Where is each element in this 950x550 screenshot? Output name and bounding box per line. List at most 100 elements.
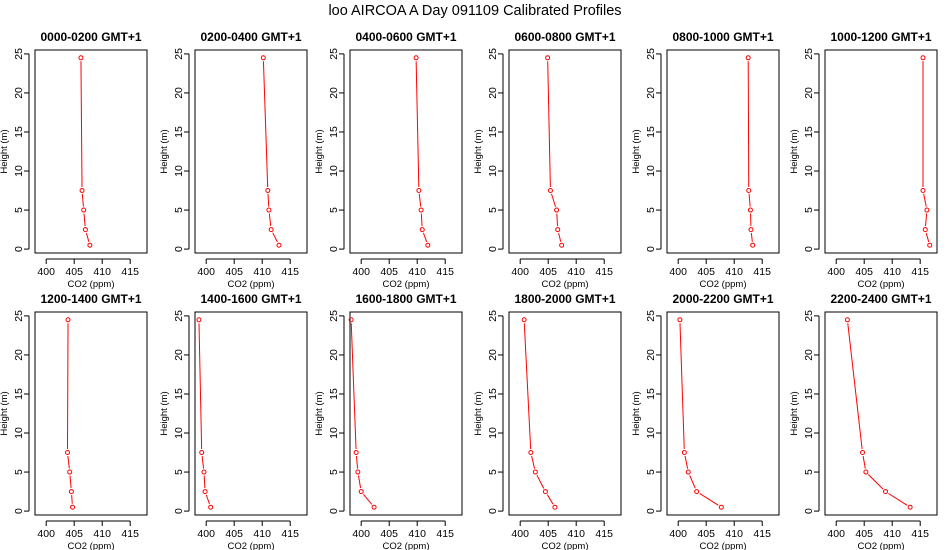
profile-line-segment: [69, 475, 72, 489]
y-tick-label: 20: [803, 87, 815, 99]
x-tick-label: 410: [567, 266, 585, 278]
x-tick-label: 415: [121, 528, 139, 540]
profile-point: [67, 469, 73, 475]
plot-frame: [34, 311, 148, 516]
x-tick-label: 400: [352, 528, 370, 540]
panel-title: 0600-0800 GMT+1: [514, 30, 615, 44]
x-axis-title: CO2 (ppm): [383, 541, 430, 550]
profile-line-segment: [847, 323, 863, 450]
profile-line-segment: [748, 193, 751, 207]
profile-point: [528, 450, 534, 456]
y-tick-label: 5: [487, 207, 499, 213]
x-tick-label: 405: [380, 266, 398, 278]
profile-panel: 1000-1200 GMT+1 400 405 410 415 CO2 (ppm) 0 5 10…: [789, 30, 938, 290]
profile-line-segment: [747, 61, 750, 188]
y-tick-label: 20: [173, 87, 185, 99]
y-tick-label: 5: [173, 207, 185, 213]
profile-line-segment: [556, 213, 559, 227]
y-tick-label: 10: [487, 427, 499, 439]
panel-title: 1000-1200 GMT+1: [830, 30, 931, 44]
profile-line-segment: [862, 455, 866, 469]
profile-point: [882, 489, 888, 495]
profile-line-segment: [925, 232, 930, 242]
profile-point: [748, 227, 754, 233]
x-axis-title: CO2 (ppm): [68, 541, 115, 550]
profile-line-segment: [262, 61, 269, 188]
profile-panel: 0200-0400 GMT+1 400 405 410 415 CO2 (ppm) 0 5 10…: [159, 30, 308, 290]
y-tick-label: 5: [328, 469, 340, 475]
y-axis-title: Height (m): [314, 129, 325, 173]
y-tick-label: 15: [13, 388, 25, 400]
y-tick-label: 5: [803, 469, 815, 475]
y-tick-label: 5: [645, 469, 657, 475]
profile-line-segment: [750, 233, 753, 242]
profile-point: [425, 242, 431, 248]
x-tick-label: 415: [753, 528, 771, 540]
x-tick-label: 410: [567, 528, 585, 540]
profile-line-segment: [679, 323, 685, 450]
y-tick-label: 0: [13, 246, 25, 252]
profile-line-segment: [350, 323, 357, 450]
profile-point: [746, 188, 752, 194]
y-tick-label: 25: [328, 310, 340, 322]
profile-panel: 1200-1400 GMT+1 400 405 410 415 CO2 (ppm) 0 5 10…: [0, 292, 148, 550]
y-tick-label: 15: [645, 388, 657, 400]
y-tick-label: 20: [645, 349, 657, 361]
panel-title: 2200-2400 GMT+1: [830, 292, 931, 306]
y-tick-label: 5: [487, 469, 499, 475]
profile-line-segment: [420, 213, 423, 227]
profile-point: [265, 188, 271, 194]
profile-point: [266, 207, 272, 213]
x-tick-label: 400: [197, 266, 215, 278]
x-tick-label: 415: [911, 266, 929, 278]
x-tick-label: 405: [225, 266, 243, 278]
profile-point: [922, 227, 928, 233]
profile-line-segment: [868, 474, 884, 490]
x-axis-title: CO2 (ppm): [228, 279, 275, 290]
x-axis-title: CO2 (ppm): [228, 541, 275, 550]
y-tick-label: 15: [645, 126, 657, 138]
plot-frame: [666, 49, 780, 254]
x-tick-label: 405: [855, 528, 873, 540]
x-axis-title: CO2 (ppm): [700, 541, 747, 550]
profile-line-segment: [888, 493, 908, 506]
profile-point: [677, 317, 683, 323]
profile-point: [924, 207, 930, 213]
profile-point: [418, 207, 424, 213]
y-tick-label: 25: [645, 310, 657, 322]
profile-line-segment: [684, 455, 689, 469]
y-axis-title: Height (m): [314, 391, 325, 435]
x-tick-label: 410: [253, 528, 271, 540]
profile-line-segment: [357, 475, 362, 489]
profile-point: [559, 242, 565, 248]
y-tick-label: 25: [803, 310, 815, 322]
x-tick-label: 405: [65, 266, 83, 278]
profile-point: [78, 55, 84, 61]
profile-point: [199, 450, 205, 456]
plot-frame: [666, 311, 780, 516]
x-tick-label: 410: [725, 528, 743, 540]
profile-point: [860, 450, 866, 456]
y-tick-label: 20: [487, 87, 499, 99]
panel-title: 1200-1400 GMT+1: [40, 292, 141, 306]
y-tick-label: 0: [803, 508, 815, 514]
profile-point: [685, 469, 691, 475]
plot-frame: [194, 311, 308, 516]
y-axis-title: Height (m): [789, 129, 800, 173]
x-tick-label: 415: [753, 266, 771, 278]
profile-panel: 0000-0200 GMT+1 400 405 410 415 CO2 (ppm) 0 5 10…: [0, 30, 148, 290]
profile-point: [521, 317, 527, 323]
y-tick-label: 10: [803, 427, 815, 439]
profile-line-segment: [205, 494, 210, 505]
x-tick-label: 410: [93, 266, 111, 278]
x-tick-label: 410: [408, 528, 426, 540]
y-axis-title: Height (m): [631, 129, 642, 173]
profile-point: [920, 55, 926, 61]
profile-panel: 2000-2200 GMT+1 400 405 410 415 CO2 (ppm) 0 5 10…: [631, 292, 780, 550]
profile-line-segment: [80, 61, 83, 188]
y-tick-label: 25: [13, 48, 25, 60]
y-tick-label: 5: [13, 207, 25, 213]
y-tick-label: 0: [13, 508, 25, 514]
x-axis-title: CO2 (ppm): [700, 279, 747, 290]
